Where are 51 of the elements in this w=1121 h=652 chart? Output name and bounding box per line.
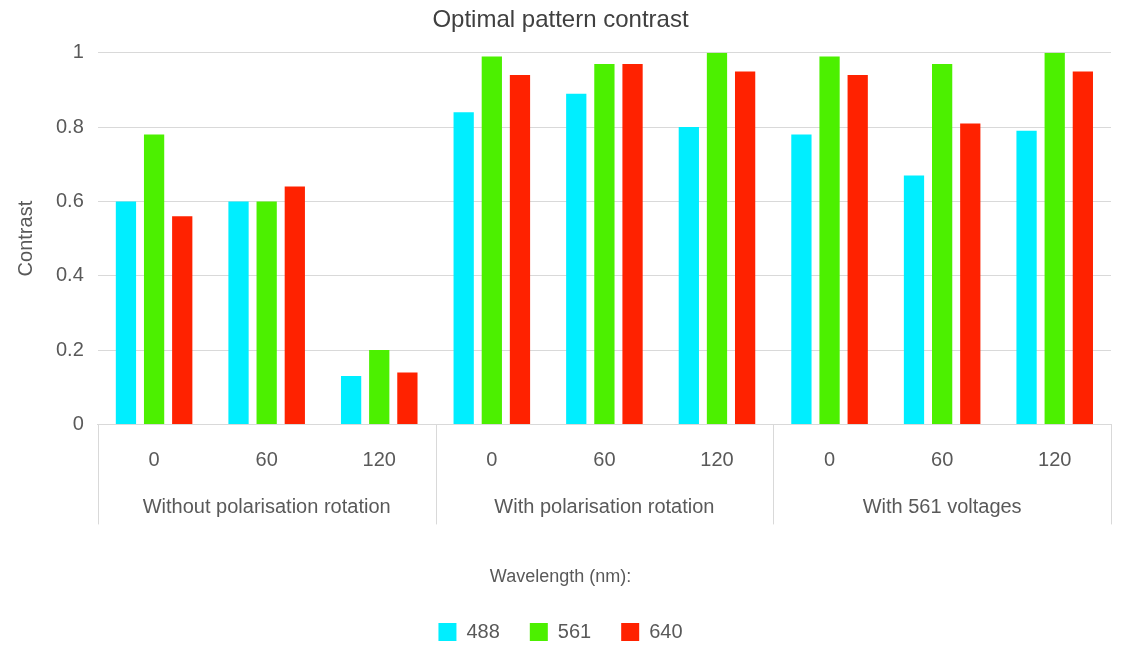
bar: [847, 75, 868, 424]
bar: [791, 134, 812, 424]
x-tick-label: 120: [362, 447, 396, 470]
bar: [1072, 71, 1093, 424]
x-tick-label: 60: [931, 447, 954, 470]
bar: [1016, 130, 1037, 424]
y-axis-title: Contrast: [13, 200, 36, 277]
chart-title: Optimal pattern contrast: [432, 5, 689, 33]
bar: [284, 186, 305, 424]
y-tick-label: 1: [72, 40, 84, 63]
bar: [960, 123, 981, 424]
bar: [622, 63, 643, 424]
bar: [706, 52, 728, 424]
bar: [172, 216, 193, 424]
bar: [566, 93, 587, 424]
bar: [932, 63, 953, 424]
y-tick-label: 0.4: [55, 263, 84, 286]
legend-label: 561: [557, 619, 592, 642]
bar: [594, 63, 615, 424]
y-tick-label: 0: [72, 411, 84, 434]
x-tick-label: 120: [1038, 447, 1072, 470]
y-tick-label: 0.8: [55, 114, 84, 137]
bar: [481, 56, 502, 424]
text: With 561 voltages: [862, 494, 1022, 517]
bar: [340, 376, 362, 424]
x-tick-label: 0: [823, 447, 836, 470]
x-tick-label: 120: [700, 447, 734, 470]
legend-label: 640: [649, 619, 683, 642]
bar: [1044, 52, 1065, 424]
y-tick-label: 0.6: [55, 188, 84, 211]
x-tick-label: 60: [255, 447, 278, 470]
bar: [256, 201, 277, 424]
x-tick-label: 0: [486, 447, 498, 470]
x-tick-label: 0: [148, 447, 160, 470]
bar: [369, 350, 390, 424]
bar: [115, 201, 137, 424]
bar: [509, 75, 531, 424]
y-tick-label: 0.2: [55, 337, 84, 360]
bar: [819, 56, 840, 424]
x-tick-label: 60: [593, 447, 616, 470]
bar: [903, 175, 925, 424]
bar: [397, 372, 418, 424]
bar: [143, 134, 165, 424]
text: With polarisation rotation: [494, 494, 715, 517]
bar: [453, 112, 474, 424]
bar: [734, 71, 756, 424]
text: Without polarisation rotation: [142, 494, 391, 517]
legend-label: 488: [466, 619, 500, 642]
bar: [678, 127, 699, 424]
bar: [228, 201, 249, 424]
legend-title: Wavelength (nm):: [489, 566, 632, 587]
